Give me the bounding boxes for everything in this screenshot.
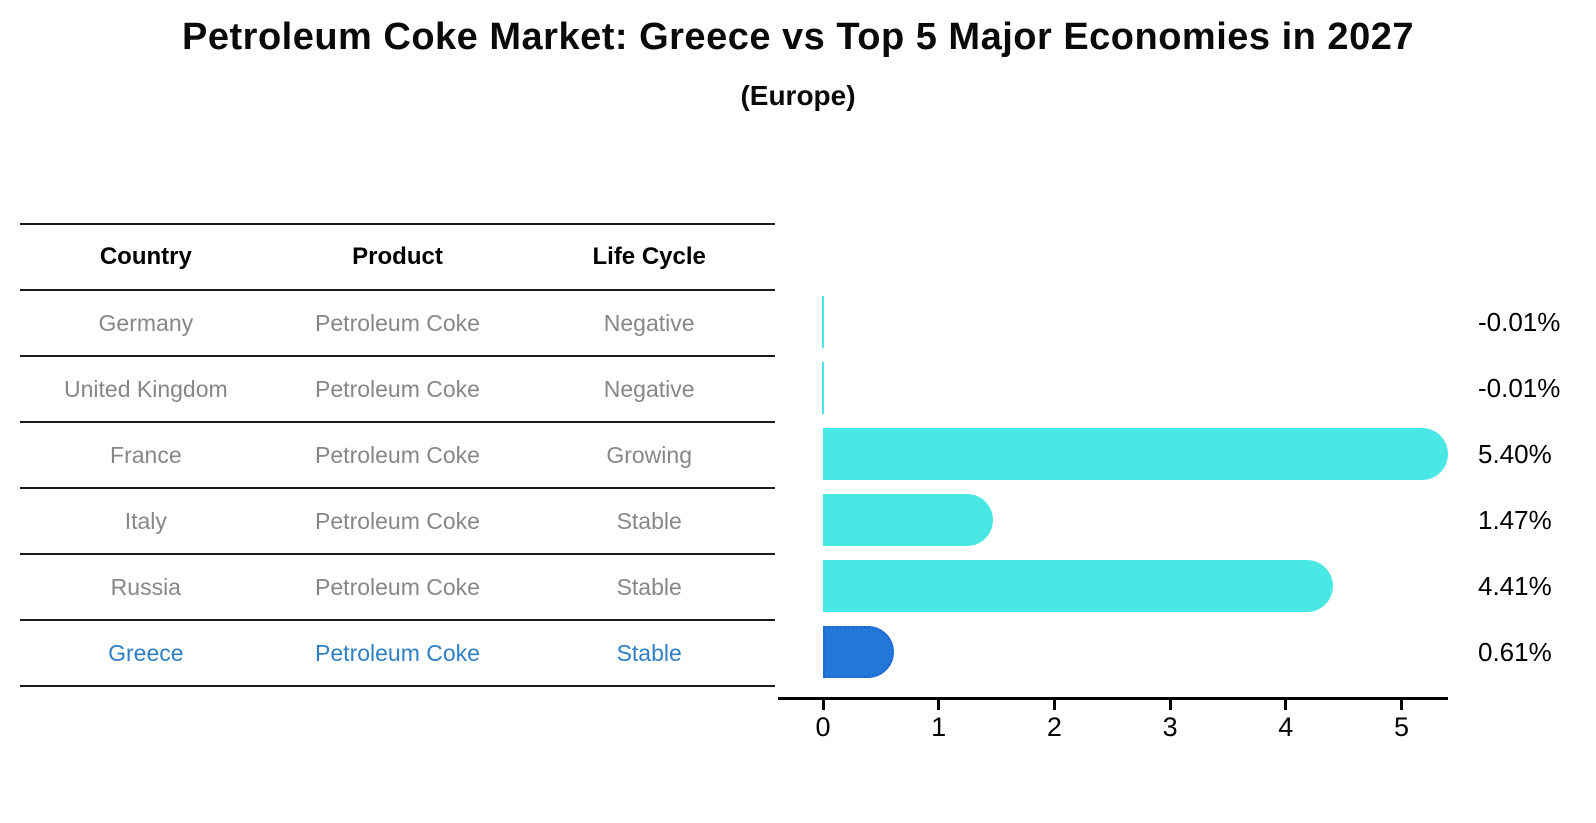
x-axis-tick-label-3: 3 <box>1162 712 1178 742</box>
cell-life-cycle: Stable <box>616 507 682 534</box>
bar-italy <box>823 494 993 546</box>
cell-product: Petroleum Coke <box>315 441 480 468</box>
bar-germany <box>822 296 824 348</box>
cell-product: Petroleum Coke <box>315 375 480 402</box>
table-row-united-kingdom: United Kingdom Petroleum Coke Negative <box>20 355 775 421</box>
value-label-germany: -0.01% <box>1478 307 1561 337</box>
table-row-russia: Russia Petroleum Coke Stable <box>20 553 775 619</box>
table-row-germany: Germany Petroleum Coke Negative <box>20 289 775 355</box>
cell-country: Russia <box>110 573 181 600</box>
x-axis-tick-label-1: 1 <box>931 712 947 742</box>
value-label-russia: 4.41% <box>1478 571 1552 601</box>
bar-russia <box>823 560 1333 612</box>
x-axis-tick-3 <box>1168 700 1172 710</box>
table-header-product: Product <box>352 243 443 270</box>
cell-product: Petroleum Coke <box>315 507 480 534</box>
table-header-row: Country Product Life Cycle <box>20 223 775 289</box>
chart-subtitle: (Europe) <box>740 80 856 111</box>
table-body: Germany Petroleum Coke Negative United King… <box>20 289 775 685</box>
chart-title: Petroleum Coke Market: Greece vs Top 5 M… <box>182 16 1414 58</box>
cell-country: Greece <box>108 639 184 666</box>
bar-greece <box>823 626 894 678</box>
value-label-united-kingdom: -0.01% <box>1478 373 1561 403</box>
cell-life-cycle: Negative <box>603 375 695 402</box>
bar-united-kingdom <box>822 362 824 414</box>
table-row-france: France Petroleum Coke Growing <box>20 421 775 487</box>
cell-product: Petroleum Coke <box>315 639 480 666</box>
cell-life-cycle: Growing <box>606 441 692 468</box>
x-axis-tick-1 <box>937 700 941 710</box>
x-axis-line <box>778 697 1448 700</box>
x-axis-tick-label-5: 5 <box>1393 712 1410 742</box>
value-label-france: 5.40% <box>1478 439 1552 469</box>
x-axis-tick-label-0: 0 <box>815 712 831 742</box>
cell-country: United Kingdom <box>64 375 228 402</box>
table-header-life-cycle: Life Cycle <box>592 243 706 270</box>
table-row-italy: Italy Petroleum Coke Stable <box>20 487 775 553</box>
x-axis-tick-2 <box>1052 700 1056 710</box>
table-header-country: Country <box>99 243 192 270</box>
x-axis-tick-label-2: 2 <box>1046 712 1062 742</box>
value-label-italy: 1.47% <box>1478 505 1552 535</box>
cell-product: Petroleum Coke <box>315 309 480 336</box>
cell-country: Italy <box>124 507 167 534</box>
x-axis-tick-5 <box>1400 700 1403 710</box>
cell-country: France <box>110 441 182 468</box>
x-axis-tick-label-4: 4 <box>1278 712 1294 742</box>
cell-life-cycle: Stable <box>616 639 682 666</box>
cell-product: Petroleum Coke <box>315 573 480 600</box>
x-axis-tick-4 <box>1284 700 1288 710</box>
cell-life-cycle: Stable <box>616 573 682 600</box>
table-row-greece: Greece Petroleum Coke Stable <box>20 619 775 685</box>
bar-france <box>823 428 1448 480</box>
value-label-greece: 0.61% <box>1478 637 1552 667</box>
cell-country: Germany <box>98 309 194 336</box>
x-axis-tick-0 <box>821 700 825 710</box>
country-table: Country Product Life Cycle Germany Petrol… <box>20 223 775 687</box>
cell-life-cycle: Negative <box>603 309 695 336</box>
